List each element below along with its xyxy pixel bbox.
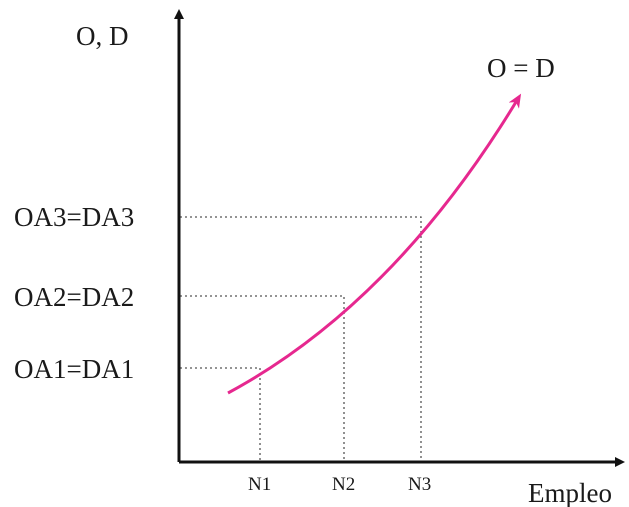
- x-tick-label-2: N2: [332, 474, 355, 495]
- y-tick-label-1: OA1=DA1: [14, 354, 134, 384]
- x-tick-label-1: N1: [248, 474, 271, 495]
- y-tick-label-2: OA2=DA2: [14, 282, 134, 312]
- equilibrium-curve: [227, 93, 522, 395]
- guide-line-1: [180, 367, 261, 462]
- x-axis-label: Empleo: [528, 478, 612, 507]
- guide-line-3: [180, 216, 422, 462]
- curve-label: O = D: [487, 53, 555, 83]
- x-tick-label-3: N3: [408, 474, 431, 495]
- guide-line-2: [180, 295, 345, 462]
- y-tick-label-3: OA3=DA3: [14, 202, 134, 232]
- y-axis-label: O, D: [76, 21, 129, 51]
